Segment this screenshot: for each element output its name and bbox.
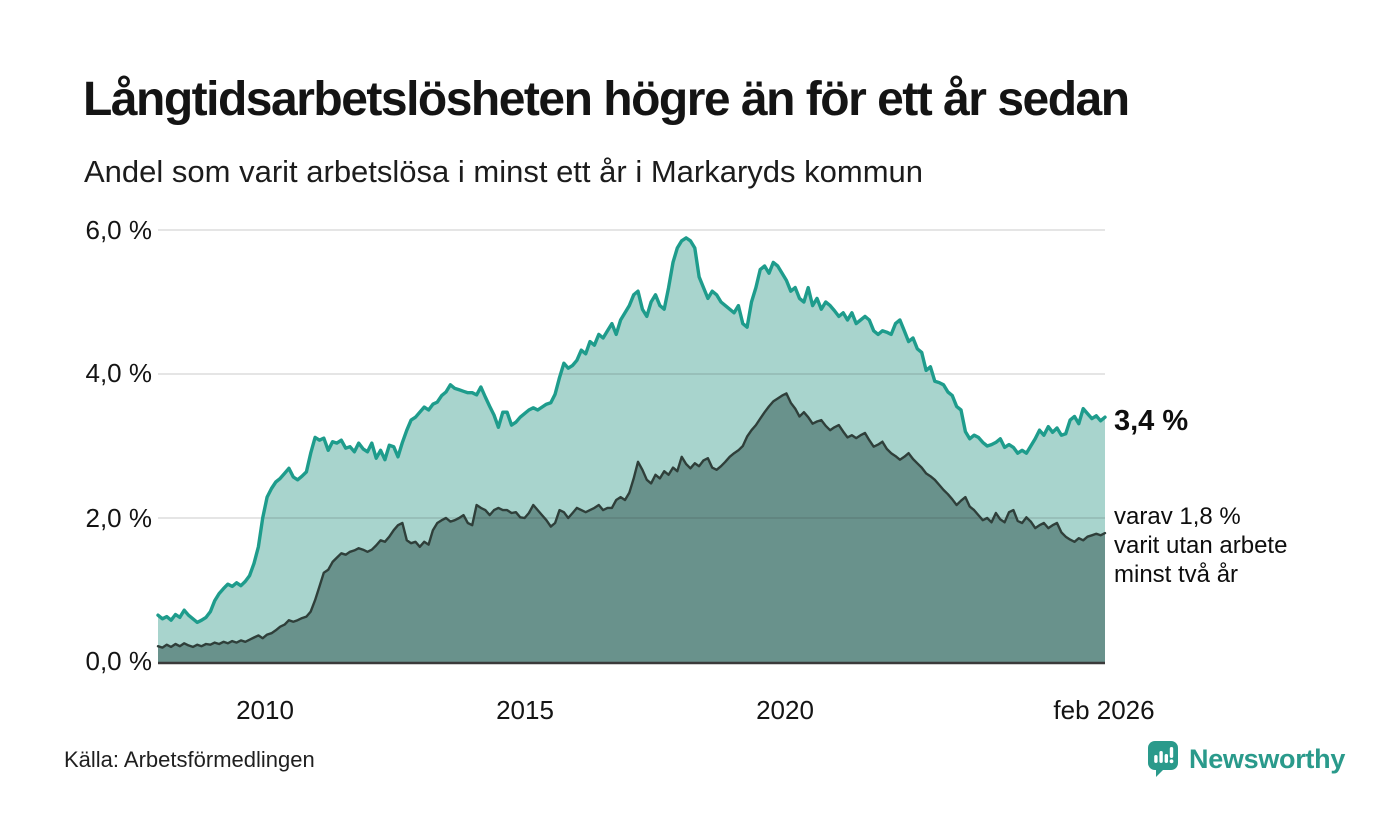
secondary-value-line: varav 1,8 % [1114,503,1241,530]
page-subtitle: Andel som varit arbetslösa i minst ett å… [84,154,923,189]
x-tick-label-feb-2026: feb 2026 [1053,695,1155,725]
newsworthy-chart-bubble-icon [1148,741,1178,777]
x-tick-label-2020: 2020 [756,695,814,725]
secondary-value-line: minst två år [1114,561,1239,588]
y-tick-label-2: 2,0 % [85,503,153,533]
y-tick-label-0: 0,0 % [85,646,153,676]
page-title: Långtidsarbetslösheten högre än för ett … [83,73,1130,126]
y-tick-label-4: 4,0 % [85,358,153,388]
newsworthy-logo: Newsworthy [1146,740,1345,778]
newsworthy-logo-text: Newsworthy [1189,743,1346,774]
x-tick-label-2010: 2010 [236,695,294,725]
latest-value-label: 3,4 % [1114,405,1189,437]
secondary-value-line: varit utan arbete [1114,532,1288,559]
x-tick-label-2015: 2015 [496,695,554,725]
y-tick-label-6: 6,0 % [85,215,153,245]
secondary-value-label: varav 1,8 % varit utan arbete minst två … [1114,502,1287,589]
source-note: Källa: Arbetsförmedlingen [64,747,315,772]
